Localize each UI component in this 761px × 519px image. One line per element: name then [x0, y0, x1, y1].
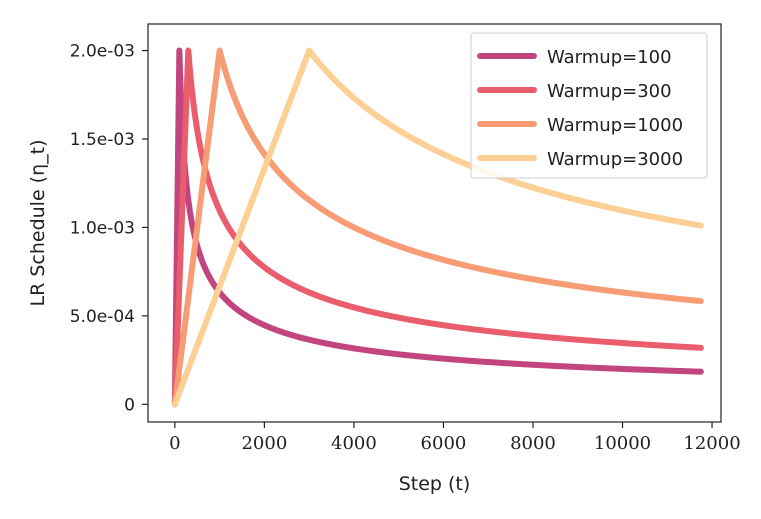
y-axis-label: LR Schedule (η_t) — [27, 140, 49, 307]
x-tick-label: 0 — [169, 433, 180, 454]
series-line-warmup-300 — [171, 47, 704, 408]
legend-frame — [470, 32, 708, 179]
x-tick-label: 4000 — [331, 433, 377, 454]
y-tick-label: 1.5e-03 — [70, 130, 135, 150]
y-tick-label: 5.0e-04 — [70, 307, 135, 327]
y-tick-label: 1.0e-03 — [70, 218, 135, 238]
series-line-warmup-100 — [171, 47, 704, 408]
x-axis-label: Step (t) — [399, 473, 471, 495]
x-tick-label: 2000 — [241, 433, 287, 454]
y-axis-label-text: LR Schedule (η_t) — [27, 140, 49, 307]
y-tick-label: 0 — [124, 395, 135, 415]
y-axis-ticks: 0 5.0e-04 1.0e-03 1.5e-03 2.0e-03 — [70, 42, 148, 415]
legend-label-warmup-100: Warmup=100 — [547, 47, 672, 68]
legend: Warmup=100 Warmup=300 Warmup=1000 Warmup=30… — [470, 32, 708, 179]
x-tick-label: 12000 — [683, 433, 740, 454]
legend-label-warmup-3000: Warmup=3000 — [547, 149, 683, 170]
y-tick-label: 2.0e-03 — [70, 42, 135, 62]
x-tick-label: 8000 — [510, 433, 556, 454]
x-axis-label-text: Step (t) — [399, 473, 471, 495]
x-tick-label: 6000 — [421, 433, 467, 454]
plot-frame — [147, 23, 722, 423]
series-line-warmup-1000 — [171, 47, 704, 408]
legend-label-warmup-300: Warmup=300 — [547, 81, 672, 102]
x-tick-label: 10000 — [594, 433, 651, 454]
x-axis-ticks: 0 2000 4000 6000 8000 10000 12000 — [169, 422, 741, 454]
legend-label-warmup-1000: Warmup=1000 — [547, 115, 683, 136]
